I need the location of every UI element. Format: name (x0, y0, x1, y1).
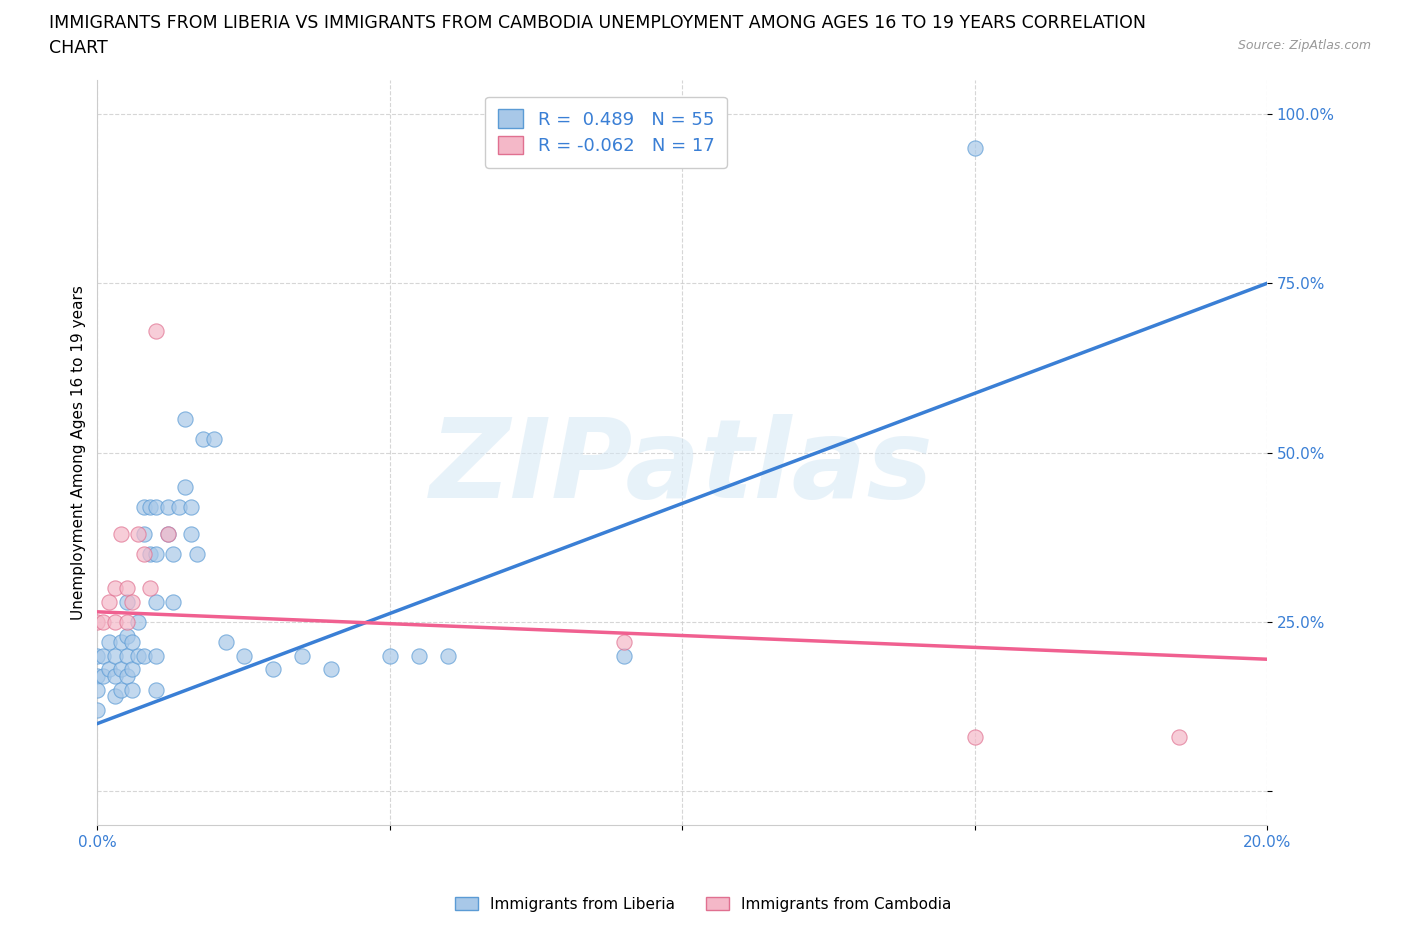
Point (110, 683, 132, 698)
Text: Source: ZipAtlas.com: Source: ZipAtlas.com (1237, 39, 1371, 52)
Point (86, 669, 108, 684)
Point (115, 648, 138, 663)
Point (174, 411, 197, 426)
Point (104, 669, 127, 684)
Point (145, 594, 167, 609)
Point (167, 499, 190, 514)
Point (115, 594, 138, 609)
Point (115, 628, 138, 643)
Point (139, 547, 162, 562)
Point (162, 547, 184, 562)
Point (110, 662, 132, 677)
Point (110, 635, 132, 650)
Point (963, 140, 986, 155)
Point (86, 702, 108, 717)
Point (291, 648, 314, 663)
Point (408, 648, 430, 663)
Point (156, 499, 179, 514)
Point (121, 635, 143, 650)
Point (91, 648, 114, 663)
Point (115, 615, 138, 630)
Point (98, 635, 121, 650)
Point (262, 662, 284, 677)
Point (613, 648, 636, 663)
Point (98, 662, 121, 677)
Point (156, 526, 179, 541)
Point (86, 615, 108, 630)
Point (378, 648, 401, 663)
Point (156, 526, 179, 541)
Text: IMMIGRANTS FROM LIBERIA VS IMMIGRANTS FROM CAMBODIA UNEMPLOYMENT AMONG AGES 16 T: IMMIGRANTS FROM LIBERIA VS IMMIGRANTS FR… (49, 14, 1146, 32)
Legend: Immigrants from Liberia, Immigrants from Cambodia: Immigrants from Liberia, Immigrants from… (449, 890, 957, 918)
Text: ZIPatlas: ZIPatlas (430, 414, 934, 521)
Point (134, 499, 156, 514)
Point (115, 669, 138, 684)
Point (145, 547, 167, 562)
Point (139, 499, 162, 514)
Point (180, 499, 202, 514)
Point (91, 669, 114, 684)
Point (110, 526, 132, 541)
Point (613, 635, 636, 650)
Point (98, 594, 121, 609)
Point (86, 648, 108, 663)
Point (127, 615, 149, 630)
Point (121, 662, 143, 677)
Point (215, 635, 238, 650)
Point (115, 580, 138, 595)
Point (104, 615, 127, 630)
Y-axis label: Unemployment Among Ages 16 to 19 years: Unemployment Among Ages 16 to 19 years (72, 286, 86, 620)
Point (121, 683, 143, 698)
Point (145, 499, 167, 514)
Point (321, 662, 343, 677)
Point (232, 648, 254, 663)
Point (127, 526, 149, 541)
Point (134, 547, 156, 562)
Point (437, 648, 460, 663)
Point (963, 730, 986, 745)
Point (121, 594, 143, 609)
Point (134, 648, 156, 663)
Point (180, 526, 202, 541)
Point (104, 580, 127, 595)
Point (145, 324, 167, 339)
Point (1168, 730, 1191, 745)
Point (104, 689, 127, 704)
Point (186, 547, 208, 562)
Point (127, 648, 149, 663)
Point (202, 432, 225, 446)
Point (191, 432, 214, 446)
Legend: R =  0.489   N = 55, R = -0.062   N = 17: R = 0.489 N = 55, R = -0.062 N = 17 (485, 97, 727, 167)
Point (104, 648, 127, 663)
Point (145, 648, 167, 663)
Point (139, 580, 162, 595)
Point (162, 594, 184, 609)
Point (86, 683, 108, 698)
Point (145, 683, 167, 698)
Text: CHART: CHART (49, 39, 108, 57)
Point (174, 479, 197, 494)
Point (91, 615, 114, 630)
Point (134, 526, 156, 541)
